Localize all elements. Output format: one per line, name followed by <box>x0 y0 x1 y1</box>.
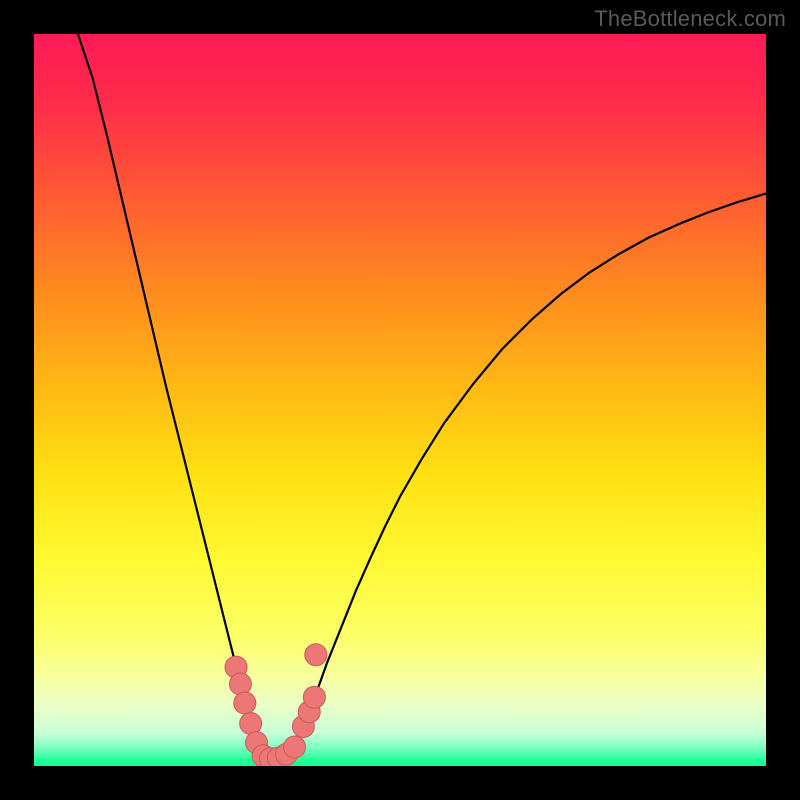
gradient-background <box>34 34 766 766</box>
watermark-label: TheBottleneck.com <box>594 6 786 32</box>
plot-area <box>34 34 766 766</box>
data-marker <box>284 736 306 758</box>
data-marker <box>234 692 256 714</box>
data-marker <box>305 644 327 666</box>
chart-frame: TheBottleneck.com <box>0 0 800 800</box>
bottleneck-curve-chart <box>34 34 766 766</box>
data-marker <box>303 686 325 708</box>
data-marker <box>229 673 251 695</box>
